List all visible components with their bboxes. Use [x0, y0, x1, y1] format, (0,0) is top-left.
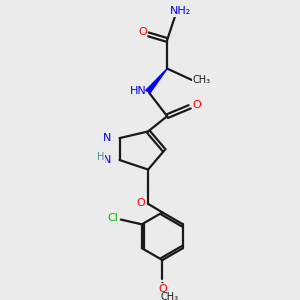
- Text: O: O: [192, 100, 201, 110]
- Text: HN: HN: [130, 86, 147, 96]
- Text: CH₃: CH₃: [192, 75, 211, 85]
- Text: N: N: [103, 155, 111, 165]
- Text: H: H: [97, 152, 104, 162]
- Text: CH₃: CH₃: [161, 292, 179, 300]
- Text: O: O: [158, 284, 167, 294]
- Text: O: O: [136, 198, 145, 208]
- Text: Cl: Cl: [108, 213, 118, 223]
- Text: N: N: [103, 133, 111, 143]
- Text: O: O: [138, 27, 147, 38]
- Polygon shape: [146, 69, 167, 92]
- Text: NH₂: NH₂: [170, 6, 191, 16]
